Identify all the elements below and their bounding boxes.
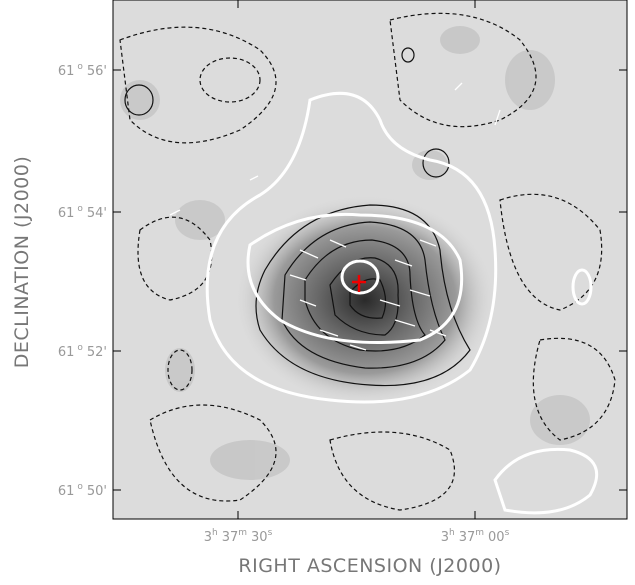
x-tick-part: 30 <box>251 530 268 545</box>
x-tick-part: 37 <box>459 530 476 545</box>
y-tick-part: o <box>77 482 83 492</box>
figure: RIGHT ASCENSION (J2000) DECLINATION (J20… <box>0 0 635 581</box>
y-tick-part: 61 <box>58 484 75 499</box>
y-tick-part: 61 <box>58 206 75 221</box>
x-tick-part: 3 <box>204 530 212 545</box>
x-tick-part: h <box>212 528 218 538</box>
y-tick-part: o <box>77 343 83 353</box>
y-tick-part: 61 <box>58 345 75 360</box>
page: RIGHT ASCENSION (J2000) DECLINATION (J20… <box>0 0 635 585</box>
x-tick-part: 37 <box>222 530 239 545</box>
x-tick-part: s <box>268 528 273 538</box>
y-axis-title: DECLINATION (J2000) <box>11 156 33 369</box>
x-tick-label: 3h 37m 00s <box>441 528 510 545</box>
x-tick-part: 3 <box>441 530 449 545</box>
y-tick-part: 61 <box>58 64 75 79</box>
y-tick-part: 56' <box>87 64 107 79</box>
x-tick-part: m <box>475 528 484 538</box>
y-tick-part: 50' <box>87 484 107 499</box>
x-axis-title: RIGHT ASCENSION (J2000) <box>238 555 501 577</box>
x-tick-part: h <box>449 528 455 538</box>
x-tick-part: s <box>505 528 510 538</box>
y-tick-part: 54' <box>87 206 107 221</box>
map <box>113 0 627 519</box>
x-tick-part: 00 <box>488 530 505 545</box>
x-tick-part: m <box>238 528 247 538</box>
x-tick-label: 3h 37m 30s <box>204 528 273 545</box>
y-tick-part: o <box>77 62 83 72</box>
y-tick-part: o <box>77 204 83 214</box>
y-tick-part: 52' <box>87 345 107 360</box>
